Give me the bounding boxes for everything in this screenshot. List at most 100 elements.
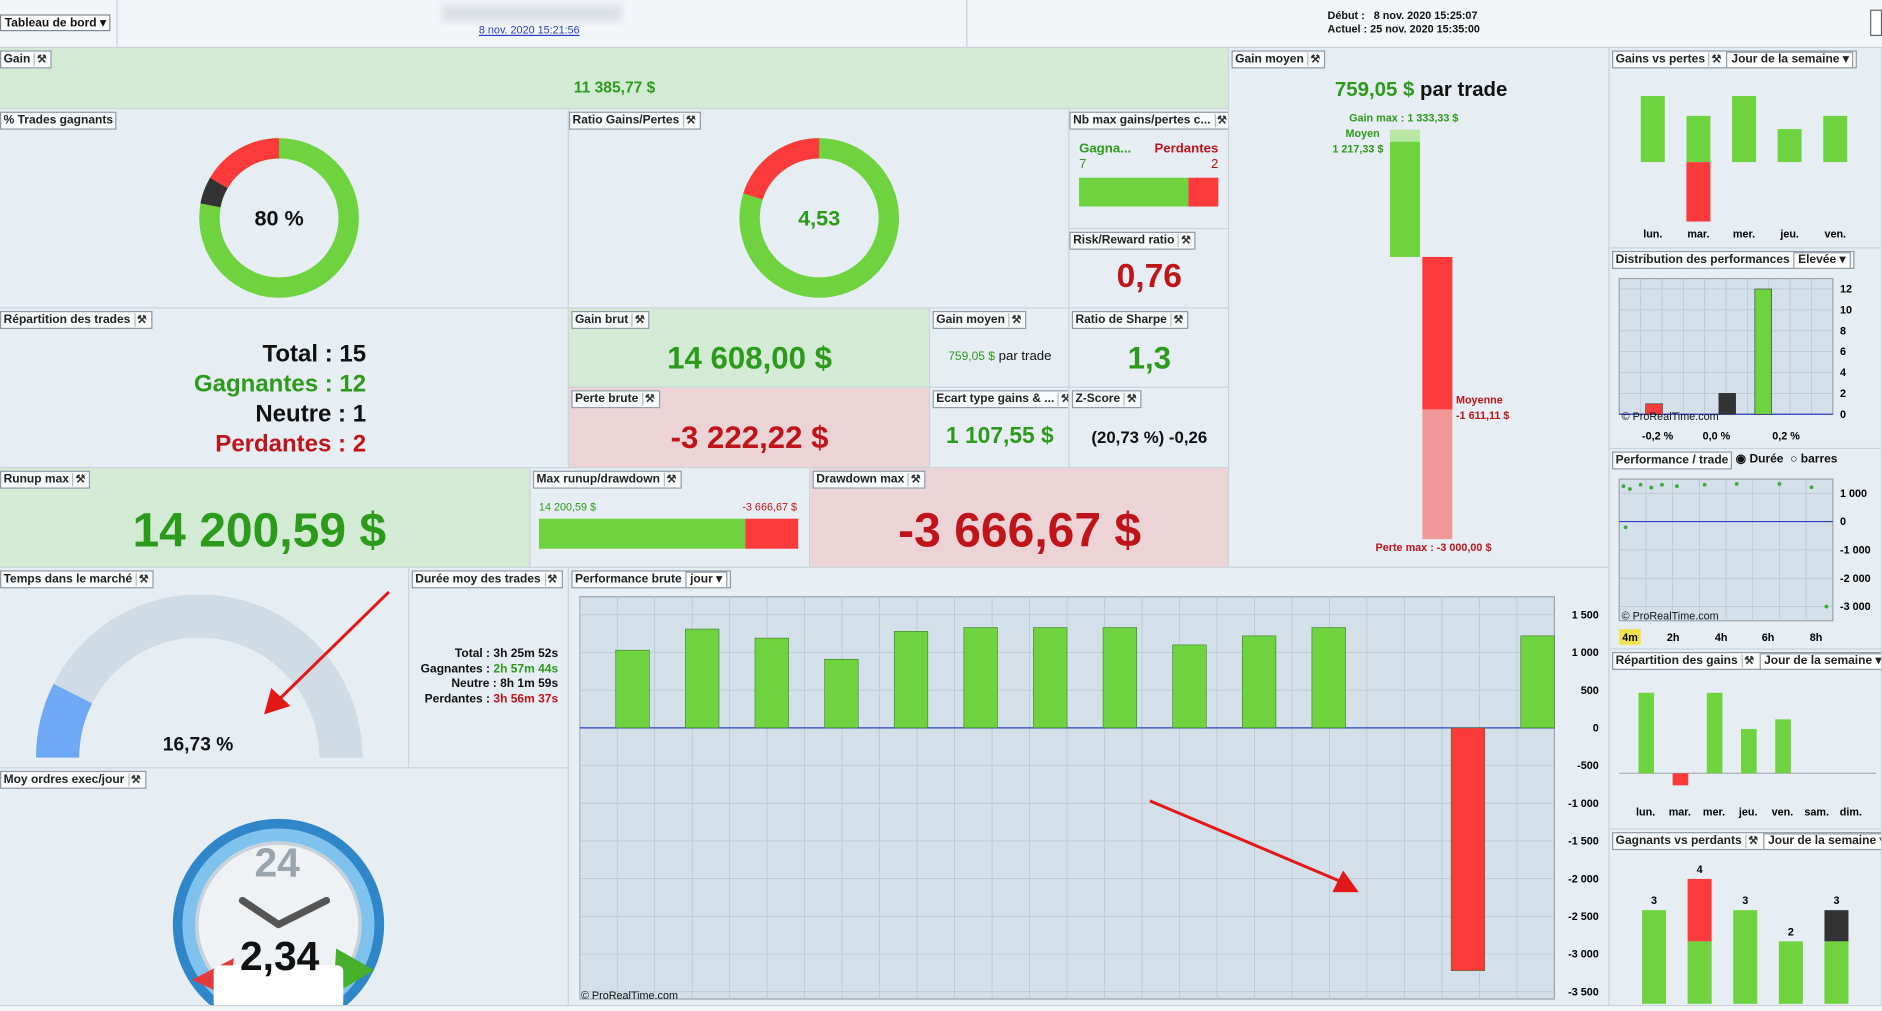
dist-y-label: 4 <box>1840 367 1846 379</box>
gains-vs-pertes-chart: lun. mar. mer. jeu. ven. <box>1640 96 1848 241</box>
wrench-icon[interactable]: ⚒ <box>1178 234 1192 248</box>
gagnants-perdants-panel: Gagnants vs perdants ⚒ Jour de la semaine … <box>1609 829 1882 1007</box>
wrench-icon[interactable]: ⚒ <box>135 572 150 586</box>
repartition-list: Total : 15 Gagnantes : 12 Neutre : 1 Per… <box>0 340 366 460</box>
pt-point <box>1638 482 1643 487</box>
gain-moyen-small-text: 759,05 $ par trade <box>930 349 1068 363</box>
wrench-icon[interactable]: ⚒ <box>1708 52 1723 67</box>
risk-reward-title: Risk/Reward ratio ⚒ <box>1069 231 1197 250</box>
ratio-title: Ratio Gains/Pertes ⚒ <box>568 111 701 130</box>
duree-moy-panel: Durée moy des trades ⚒ Total : 3h 25m 52s… <box>409 567 569 769</box>
trades-gagnants-value: 80 % <box>254 206 304 231</box>
perte-max-label: Perte max : -3 000,00 $ <box>1375 541 1492 554</box>
gain-value: 11 385,77 $ <box>573 78 656 97</box>
moyenne-label: Moyenne <box>1455 393 1503 406</box>
wrench-icon[interactable]: ⚒ <box>641 392 656 406</box>
runup-dd-runup-value: 14 200,59 $ <box>538 500 597 513</box>
temps-marche-title: Temps dans le marché ⚒ <box>0 570 154 589</box>
perf-bar <box>1311 627 1346 729</box>
radio-barres[interactable]: ○ barres <box>1790 452 1838 466</box>
rg-bar <box>1775 719 1791 774</box>
y-tick-label: 500 <box>1581 685 1599 697</box>
wrench-icon[interactable]: ⚒ <box>682 114 697 128</box>
wrench-icon[interactable]: ⚒ <box>1057 392 1068 406</box>
donut-loss-segment <box>209 138 280 189</box>
nb-max-loss-bar <box>1188 177 1219 207</box>
repartition-title: Répartition des trades ⚒ <box>0 310 152 329</box>
wrench-icon[interactable]: ⚒ <box>33 52 48 67</box>
wrench-icon[interactable]: ⚒ <box>1008 313 1023 327</box>
gp-count-label: 4 <box>1697 864 1703 876</box>
gp-win-bar <box>1733 910 1758 1004</box>
pt-point <box>1649 485 1654 490</box>
repartition-panel: Répartition des trades ⚒ Total : 15 Gagna… <box>0 308 569 469</box>
wrench-icon[interactable]: ⚒ <box>133 313 148 327</box>
pt-x-highlight <box>1619 629 1641 645</box>
perf-bar <box>963 627 998 729</box>
gvp-x-label: mer. <box>1733 229 1755 241</box>
moyenne-value: -1 611,11 $ <box>1455 409 1510 422</box>
period-dropdown[interactable]: jour ▾ <box>685 570 727 588</box>
level-dropdown[interactable]: Elevée ▾ <box>1793 251 1851 269</box>
wrench-icon[interactable]: ⚒ <box>907 473 922 487</box>
gp-loss-bar <box>1824 910 1849 942</box>
dashboard-dropdown[interactable]: Tableau de bord ▾ <box>0 14 111 32</box>
temps-marche-gauge <box>36 594 363 759</box>
gvp-win-bar <box>1823 115 1848 163</box>
wrench-icon[interactable]: ⚒ <box>1214 114 1228 128</box>
perf-trade-options: ◉ Durée ○ barres <box>1736 453 1838 466</box>
y-tick-label: -3 500 <box>1568 986 1599 998</box>
perte-max-bar <box>1422 409 1453 540</box>
wrench-icon[interactable]: ⚒ <box>127 773 142 787</box>
runup-value: 14 200,59 $ <box>132 504 387 558</box>
drawdown-title: Drawdown max ⚒ <box>812 470 926 489</box>
perf-bar <box>1242 635 1277 729</box>
radio-duree[interactable]: ◉ Durée <box>1735 452 1784 466</box>
wrench-icon[interactable]: ⚒ <box>1170 313 1184 327</box>
gain-moyen-panel: Gain moyen ⚒ 759,05 $ par trade Gain max … <box>1229 48 1610 568</box>
gp-loss-bar <box>1687 878 1712 942</box>
runup-dd-panel: Max runup/drawdown ⚒ 14 200,59 $ -3 666,6… <box>530 468 811 568</box>
perf-trade-panel: Performance / trade ◉ Durée ○ barres 1 0… <box>1609 449 1882 650</box>
mini-chart-icon[interactable] <box>1870 9 1882 37</box>
zscore-value: (20,73 %) -0,26 <box>1091 427 1208 447</box>
perf-bar <box>754 637 789 729</box>
gvp-win-bar <box>1640 96 1665 163</box>
pt-y-label: 0 <box>1840 516 1846 528</box>
gvp-x-label: lun. <box>1643 229 1662 241</box>
ordres-dial-label: 24 <box>254 840 300 887</box>
duree-row-total: Total : 3h 25m 52s <box>454 647 559 661</box>
dist-bar <box>1754 288 1772 415</box>
wrench-icon[interactable]: ⚒ <box>631 313 646 327</box>
period-dropdown[interactable]: Jour de la semaine ▾ <box>1759 652 1881 670</box>
gain-title: Gain ⚒ <box>0 50 52 69</box>
date-link[interactable]: 8 nov. 2020 15:21:56 <box>478 24 580 37</box>
y-tick-label: -1 000 <box>1568 798 1599 810</box>
gvp-x-label: jeu. <box>1779 229 1799 241</box>
temps-marche-panel: Temps dans le marché ⚒ 16,73 % <box>0 567 410 769</box>
duree-row-gagnantes: Gagnantes : 2h 57m 44s <box>420 662 559 676</box>
pt-point <box>1702 482 1707 487</box>
rg-x-label: jeu. <box>1738 806 1758 818</box>
trades-gagnants-panel: % Trades gagnants 80 % <box>0 109 569 309</box>
dist-y-label: 0 <box>1840 409 1846 421</box>
gvp-x-label: ven. <box>1824 229 1846 241</box>
wrench-icon[interactable]: ⚒ <box>1741 654 1755 668</box>
perte-brute-title: Perte brute ⚒ <box>571 390 660 409</box>
period-dropdown[interactable]: Jour de la semaine ▾ <box>1726 51 1854 68</box>
annotation-arrow-2 <box>1149 799 1359 893</box>
perf-bar <box>1172 644 1207 729</box>
perf-trade-credit: © ProRealTime.com <box>1621 609 1719 622</box>
wrench-icon[interactable]: ⚒ <box>663 473 678 487</box>
pt-y-label: -2 000 <box>1840 573 1871 585</box>
wrench-icon[interactable]: ⚒ <box>1307 52 1321 67</box>
pt-point <box>1777 481 1782 486</box>
pt-x-label: 8h <box>1810 632 1823 644</box>
temps-marche-value: 16,73 % <box>162 734 234 756</box>
wrench-icon[interactable]: ⚒ <box>1745 834 1759 848</box>
wrench-icon[interactable]: ⚒ <box>72 473 87 487</box>
period-dropdown[interactable]: Jour de la semaine ▾ <box>1763 832 1881 850</box>
wrench-icon[interactable]: ⚒ <box>544 572 558 586</box>
wrench-icon[interactable]: ⚒ <box>1123 392 1138 406</box>
duree-row-perdantes: Perdantes : 3h 56m 37s <box>424 692 559 706</box>
